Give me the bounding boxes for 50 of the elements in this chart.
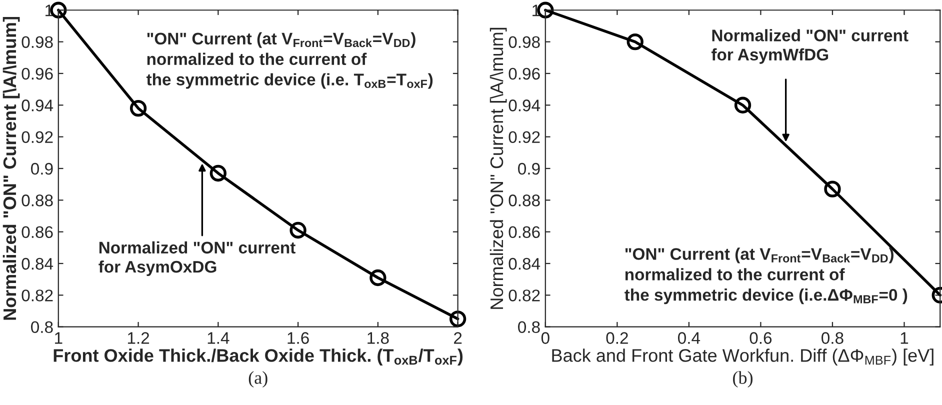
point xyxy=(370,269,386,286)
text: "ON" Current (at V$_{Front}$=V$_{Back}$=V$_{DD}$) normalized to the current of the symmetric device (i.e.ΔΦ$_{MBF}$=0 ) xyxy=(624,248,908,304)
y-tick-label: 0.92 xyxy=(508,131,540,144)
point xyxy=(130,100,147,117)
x-tick-label: 2 xyxy=(454,332,462,344)
point xyxy=(449,310,466,328)
x-tick-label: 1.4 xyxy=(208,332,230,344)
y-tick-label: 0.98 xyxy=(508,36,540,48)
y-tick-label: 0.94 xyxy=(508,100,540,112)
x-tick-label: 0.8 xyxy=(822,332,844,344)
point xyxy=(290,222,306,239)
y-tick-label: 0.92 xyxy=(22,131,53,144)
x-tick-label: 1.6 xyxy=(288,332,309,344)
y-axis-title: Normalized "ON" Current [\A/\mum] xyxy=(2,16,20,320)
x-tick-label: 0.6 xyxy=(750,332,772,344)
y-tick-label: 0.94 xyxy=(22,100,54,112)
y-tick-label: 0.9 xyxy=(31,162,53,175)
y-tick-label: 0.84 xyxy=(22,258,54,270)
y-tick-label: 0.82 xyxy=(508,290,540,302)
y-tick-label: 0.98 xyxy=(22,36,53,48)
x-axis-title: Front Oxide Thick./Back Oxide Thick. (T$_{oxB}$/T$_{oxF}$) xyxy=(54,348,463,366)
x-tick-label: 1.2 xyxy=(128,332,150,344)
annotation: Normalized "ON" current for AsymOxDG xyxy=(98,241,296,276)
x-axis-title: Back and Front Gate Workfun. Diff (ΔΦ$_{MBF}$) [eV] xyxy=(552,348,934,366)
x-tick-label: 0.4 xyxy=(678,332,700,344)
y-tick-label: 0.96 xyxy=(22,68,53,80)
y-tick-label: 0.82 xyxy=(22,290,53,302)
annotation: Normalized "ON" current for AsymWfDG xyxy=(711,29,908,64)
x-tick-label: 1 xyxy=(900,332,908,344)
x-tick-label: 1.8 xyxy=(368,332,389,344)
y-tick-label: 0.88 xyxy=(508,194,540,206)
text: (b) xyxy=(733,371,752,388)
y-tick-label: 0.86 xyxy=(22,226,53,238)
y-tick-label: 0.9 xyxy=(518,162,540,175)
y-axis-title: Normalized "ON" Current [\A/\mum] xyxy=(490,28,507,309)
x-tick-label: 1 xyxy=(55,332,62,344)
x-tick-label: 0 xyxy=(541,332,550,344)
point xyxy=(626,33,644,50)
y-tick-label: 0.8 xyxy=(31,321,53,334)
y-tick-label: 0.86 xyxy=(508,226,540,238)
x-tick-label: 0.2 xyxy=(606,332,628,344)
y-tick-label: 0.88 xyxy=(22,194,53,206)
point xyxy=(734,96,752,114)
y-tick-label: 0.8 xyxy=(518,321,540,334)
text: "ON" Current (at V$_{Front}$=V$_{Back}$=V$_{DD}$) normalized to the current of the symmetric device (i.e. T$_{oxB}$=T$_{oxF}$) xyxy=(146,32,433,89)
y-tick-label: 0.84 xyxy=(508,258,540,270)
y-tick-label: 0.96 xyxy=(508,68,540,80)
point xyxy=(210,164,226,182)
point xyxy=(824,180,841,198)
text: (a) xyxy=(248,371,268,388)
